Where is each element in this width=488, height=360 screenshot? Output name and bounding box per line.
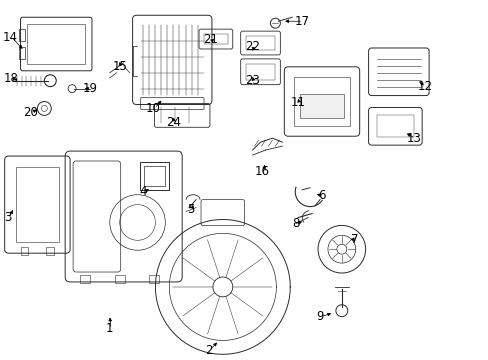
Text: 15: 15	[112, 60, 127, 73]
Text: 5: 5	[187, 203, 194, 216]
Bar	[149, 275, 159, 283]
Bar	[16, 167, 59, 242]
Bar	[115, 275, 124, 283]
Text: 20: 20	[23, 106, 38, 119]
Text: 8: 8	[292, 217, 299, 230]
Bar	[46, 247, 54, 255]
Text: 16: 16	[254, 165, 269, 179]
Text: 10: 10	[146, 102, 161, 115]
Bar	[19, 47, 24, 59]
Text: 11: 11	[290, 96, 305, 109]
Bar	[27, 24, 85, 64]
Text: 19: 19	[82, 82, 97, 95]
Text: 1: 1	[106, 322, 113, 335]
Text: 6: 6	[318, 189, 325, 202]
Text: 9: 9	[316, 310, 323, 323]
Bar	[376, 116, 413, 137]
Bar	[19, 29, 24, 41]
Bar	[245, 36, 275, 50]
Text: 13: 13	[406, 132, 421, 145]
Text: 21: 21	[203, 32, 218, 46]
Text: 14: 14	[3, 31, 18, 44]
Text: 22: 22	[244, 40, 260, 54]
Bar	[20, 247, 28, 255]
Bar	[294, 77, 349, 126]
Bar	[143, 166, 165, 186]
Text: 7: 7	[350, 233, 358, 246]
Text: 24: 24	[165, 116, 181, 129]
Text: 3: 3	[4, 211, 11, 224]
Text: 18: 18	[3, 72, 18, 85]
Bar	[300, 94, 343, 118]
Text: 23: 23	[244, 74, 260, 87]
Bar	[203, 34, 227, 44]
Bar	[245, 64, 275, 80]
Text: 12: 12	[417, 80, 432, 93]
Bar	[139, 162, 169, 190]
Text: 2: 2	[205, 344, 212, 357]
Text: 4: 4	[140, 185, 147, 198]
Text: 17: 17	[294, 15, 309, 28]
Bar	[80, 275, 90, 283]
